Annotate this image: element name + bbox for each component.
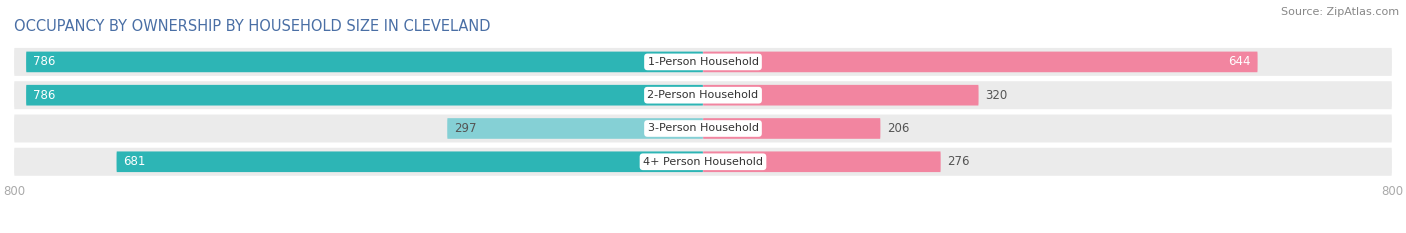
FancyBboxPatch shape — [447, 118, 703, 139]
Text: 2-Person Household: 2-Person Household — [647, 90, 759, 100]
FancyBboxPatch shape — [27, 85, 703, 106]
FancyBboxPatch shape — [703, 51, 1257, 72]
Text: 1-Person Household: 1-Person Household — [648, 57, 758, 67]
Text: 206: 206 — [887, 122, 910, 135]
Text: 681: 681 — [124, 155, 146, 168]
Text: 786: 786 — [32, 55, 55, 69]
Text: 320: 320 — [986, 89, 1008, 102]
FancyBboxPatch shape — [703, 85, 979, 106]
FancyBboxPatch shape — [14, 114, 1392, 142]
FancyBboxPatch shape — [14, 48, 1392, 76]
Text: 4+ Person Household: 4+ Person Household — [643, 157, 763, 167]
Text: Source: ZipAtlas.com: Source: ZipAtlas.com — [1281, 7, 1399, 17]
FancyBboxPatch shape — [14, 81, 1392, 109]
Text: OCCUPANCY BY OWNERSHIP BY HOUSEHOLD SIZE IN CLEVELAND: OCCUPANCY BY OWNERSHIP BY HOUSEHOLD SIZE… — [14, 19, 491, 34]
Text: 644: 644 — [1229, 55, 1251, 69]
Text: 276: 276 — [948, 155, 970, 168]
FancyBboxPatch shape — [14, 148, 1392, 176]
Text: 3-Person Household: 3-Person Household — [648, 123, 758, 134]
FancyBboxPatch shape — [703, 118, 880, 139]
FancyBboxPatch shape — [117, 151, 703, 172]
Text: 297: 297 — [454, 122, 477, 135]
FancyBboxPatch shape — [27, 51, 703, 72]
Text: 786: 786 — [32, 89, 55, 102]
FancyBboxPatch shape — [703, 151, 941, 172]
